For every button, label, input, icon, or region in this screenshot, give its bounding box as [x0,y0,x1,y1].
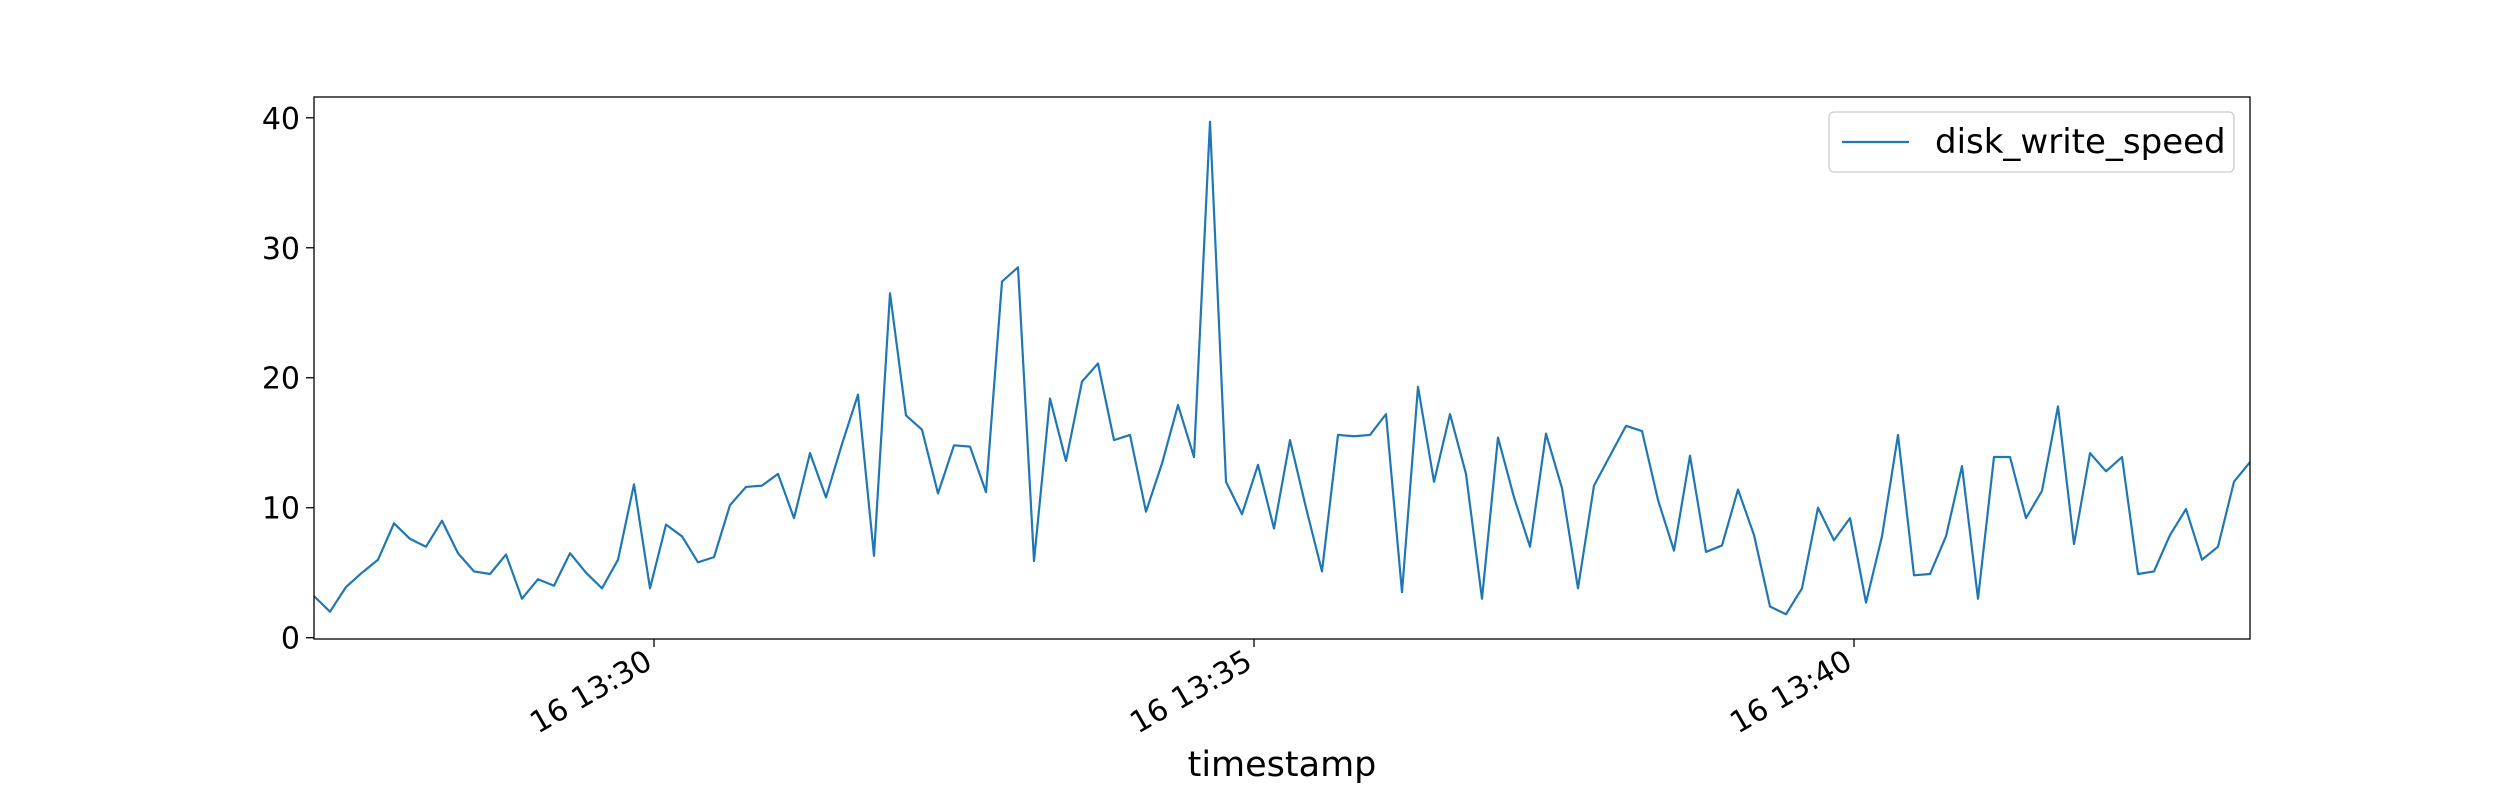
y-tick-label: 10 [262,492,300,527]
legend-box [1828,111,2235,173]
y-tick-label: 0 [281,622,300,657]
y-tick-label: 20 [262,362,300,397]
legend-label: disk_write_speed [1935,122,2226,162]
y-tick-label: 40 [262,102,300,137]
axes-frame [313,96,2251,640]
data-line [313,120,2251,616]
x-axis-label: timestamp [1188,745,1377,785]
y-tick-label: 30 [262,232,300,267]
